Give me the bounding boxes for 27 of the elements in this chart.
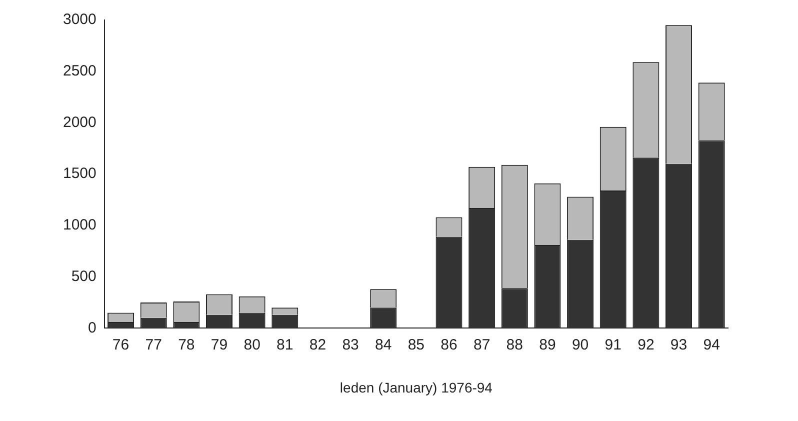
y-tick-label: 0 (88, 319, 96, 336)
y-tick-label: 3000 (62, 11, 96, 28)
x-tick-label: 85 (408, 336, 425, 354)
x-tick-label: 88 (506, 336, 523, 354)
y-tick-label: 500 (71, 268, 96, 285)
x-tick-label: 79 (210, 336, 228, 354)
x-tick-label: 81 (276, 336, 294, 354)
x-tick-label: 94 (703, 336, 720, 354)
x-tick-label: 93 (670, 336, 688, 354)
x-axis-title: leden (January) 1976-94 (340, 379, 493, 396)
x-tick-label: 80 (244, 336, 260, 354)
x-tick-label: 77 (145, 336, 162, 354)
y-tick-label: 2500 (62, 62, 96, 80)
x-tick-label: 92 (638, 336, 654, 354)
x-tick-label: 76 (112, 336, 130, 354)
x-tick-label: 91 (604, 336, 622, 354)
y-tick-label: 1000 (62, 216, 96, 234)
y-tick-label: 2000 (62, 114, 96, 131)
x-tick-label: 82 (309, 336, 326, 354)
x-tick-label: 87 (473, 336, 490, 354)
x-tick-label: 89 (539, 336, 556, 354)
y-tick-label: 1500 (62, 165, 96, 182)
x-tick-label: 78 (178, 336, 195, 354)
x-tick-label: 83 (342, 336, 359, 354)
x-tick-label: 84 (375, 336, 392, 354)
x-tick-label: 86 (440, 336, 458, 354)
x-tick-label: 90 (572, 336, 589, 354)
